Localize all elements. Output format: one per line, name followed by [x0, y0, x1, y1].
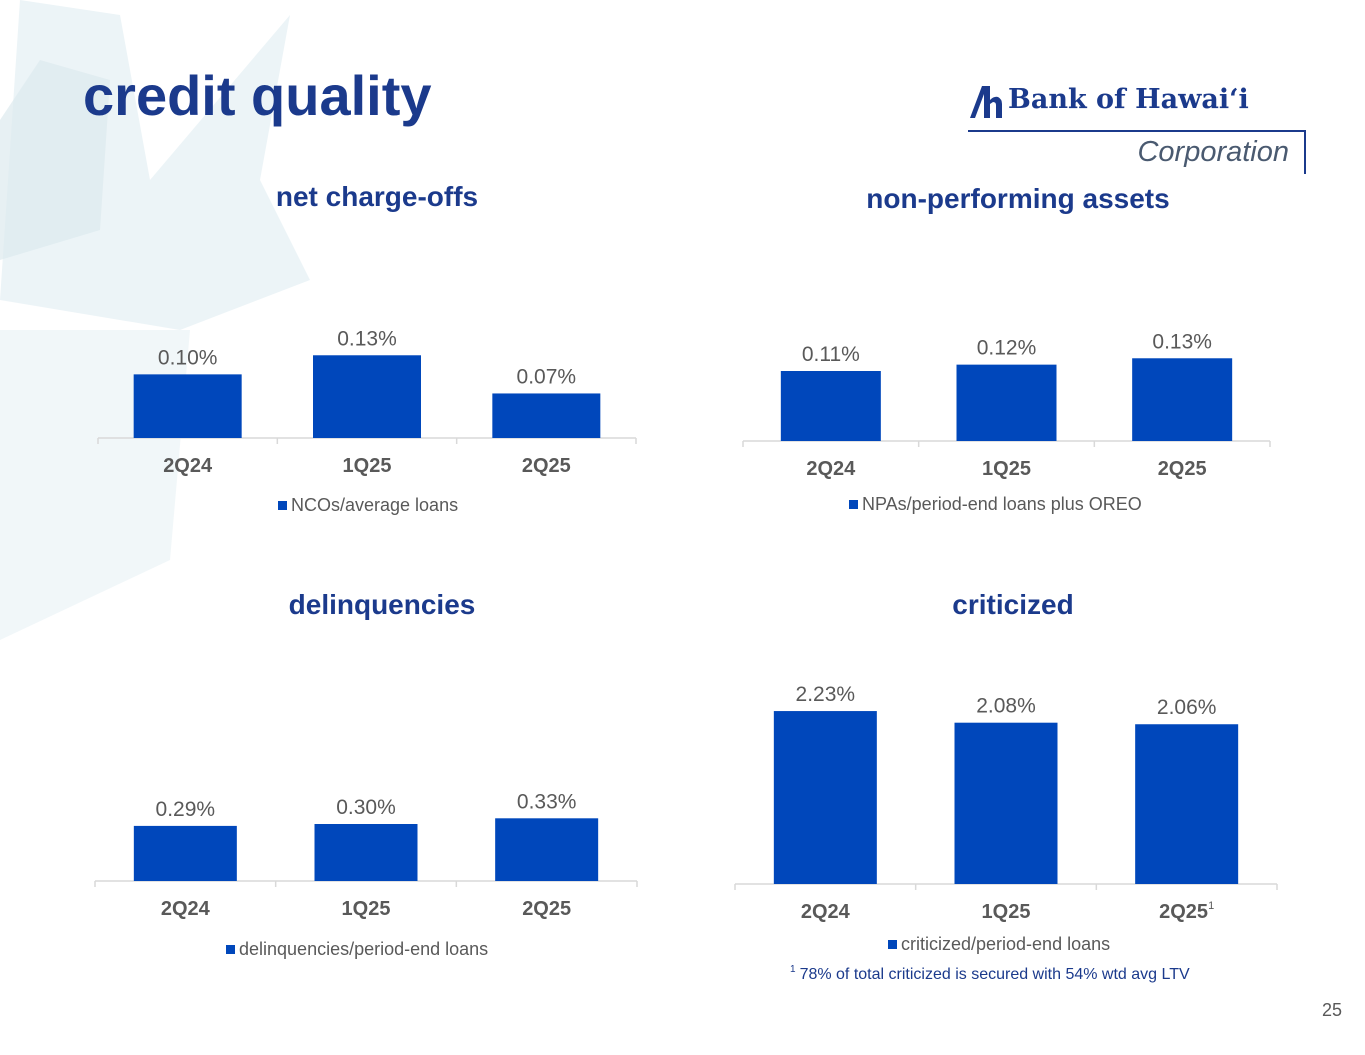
chart-title-criticized: criticized [952, 589, 1074, 620]
bar-2q25 [1132, 358, 1233, 441]
page-title: credit quality [83, 64, 432, 127]
legend-swatch [888, 940, 897, 949]
bar-2q25 [1135, 724, 1239, 884]
legend-criticized: criticized/period-end loans [888, 934, 1110, 955]
footnote: 1 78% of total criticized is secured with… [790, 964, 1190, 984]
legend-label: criticized/period-end loans [901, 934, 1111, 954]
x-tick-label: 2Q25 [522, 455, 571, 477]
bar-2q24 [133, 374, 242, 438]
data-label: 2.23% [796, 683, 856, 706]
data-label: 2.06% [1157, 696, 1217, 719]
data-label: 0.30% [336, 796, 396, 819]
legend-net-charge-offs: NCOs/average loans [278, 495, 458, 516]
chart-title-delinquencies: delinquencies [288, 589, 476, 620]
x-tick-label: 2Q251 [1159, 900, 1214, 923]
data-label: 0.07% [517, 365, 577, 388]
x-tick-label: 1Q25 [342, 898, 391, 920]
logo-mark-icon [970, 86, 1002, 118]
data-label: 0.29% [156, 798, 216, 821]
data-label: 0.33% [517, 790, 577, 813]
legend-swatch [226, 945, 235, 954]
data-label: 0.13% [1152, 330, 1212, 353]
footnote-text: 78% of total criticized is secured with … [799, 966, 1190, 983]
logo-underline [968, 130, 1306, 132]
x-tick-label: 1Q25 [982, 458, 1031, 480]
bar-1q25 [954, 722, 1058, 884]
legend-swatch [278, 501, 287, 510]
x-tick-label: 2Q24 [163, 455, 213, 477]
x-tick-label: 2Q24 [801, 901, 851, 923]
logo-subtitle: Corporation [1137, 136, 1289, 168]
x-tick-label: 1Q25 [343, 455, 392, 477]
legend-label: NCOs/average loans [291, 495, 459, 515]
legend-label: NPAs/period-end loans plus OREO [862, 494, 1142, 514]
footnote-marker: 1 [790, 964, 796, 975]
tick-footnote-marker: 1 [1208, 900, 1214, 912]
x-tick-label: 2Q25 [1158, 458, 1207, 480]
bar-2q24 [780, 371, 881, 441]
legend-delinquencies: delinquencies/period-end loans [226, 939, 488, 960]
x-tick-label: 2Q24 [161, 898, 211, 920]
company-logo: Bank of Hawaiʻi Corporation [966, 80, 1311, 176]
data-label: 0.13% [337, 327, 397, 350]
chart-title-non-performing-assets: non-performing assets [866, 183, 1170, 214]
x-tick-label: 2Q24 [806, 458, 856, 480]
x-tick-label: 2Q25 [522, 898, 571, 920]
bar-2q25 [492, 393, 601, 438]
bar-2q25 [495, 818, 599, 881]
logo-name: Bank of Hawaiʻi [1008, 84, 1249, 115]
legend-swatch [849, 500, 858, 509]
data-label: 0.11% [802, 343, 860, 366]
x-tick-label: 1Q25 [982, 901, 1031, 923]
logo-vertical-line [1304, 130, 1306, 174]
legend-non-performing-assets: NPAs/period-end loans plus OREO [849, 494, 1142, 515]
chart-title-net-charge-offs: net charge-offs [275, 181, 479, 212]
bar-1q25 [956, 364, 1057, 441]
legend-label: delinquencies/period-end loans [239, 939, 489, 959]
bar-1q25 [314, 824, 418, 881]
bar-2q24 [773, 711, 877, 884]
data-label: 2.08% [976, 695, 1036, 718]
bar-1q25 [313, 355, 421, 438]
data-label: 0.12% [977, 337, 1037, 360]
bar-2q24 [133, 825, 237, 881]
data-label: 0.10% [158, 346, 218, 369]
page-number: 25 [1322, 1000, 1343, 1020]
